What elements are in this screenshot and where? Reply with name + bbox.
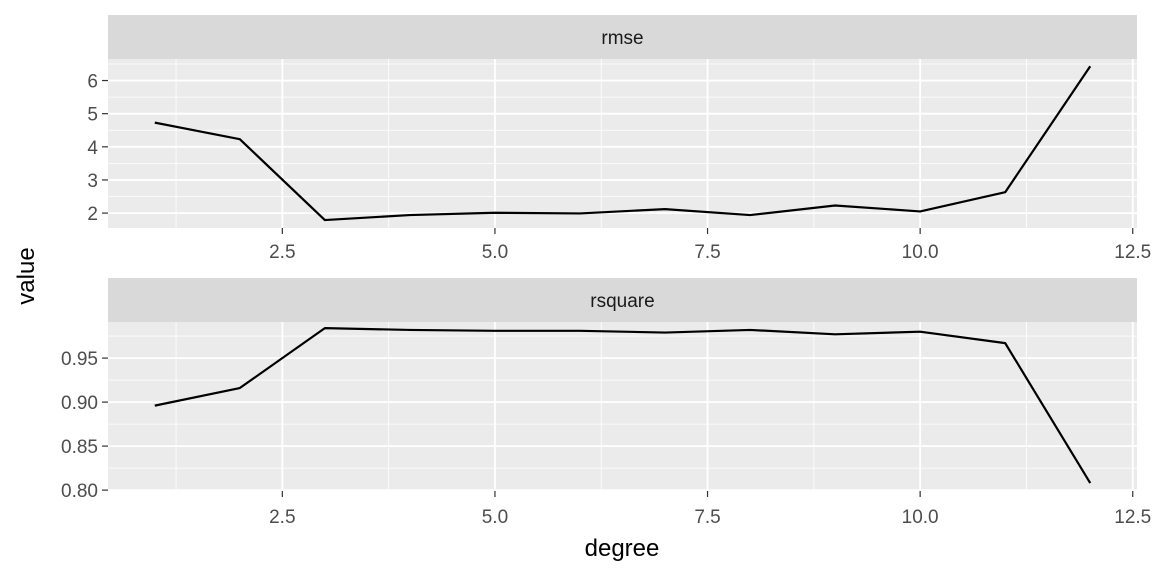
facet-strip-label: rsquare: [590, 291, 654, 312]
y-tick-label: 0.80: [61, 481, 98, 502]
y-axis-title: value: [13, 247, 40, 304]
y-tick-label: 4: [87, 138, 98, 159]
x-tick-label: 2.5: [269, 507, 295, 528]
x-tick-label: 7.5: [694, 507, 720, 528]
x-tick-label: 5.0: [482, 507, 508, 528]
x-tick-label: 2.5: [269, 242, 295, 263]
facet-panel-rsquare: rsquare 0.80 0.85 0.90 0.95 2.5 5.0 7.5 10.0 12.5: [61, 278, 1151, 528]
x-tick-label: 12.5: [1114, 507, 1151, 528]
series-line-rmse: [154, 65, 1092, 222]
x-tick-label: 10.0: [902, 242, 939, 263]
facet-strip: [108, 15, 1137, 59]
x-tick-label: 7.5: [694, 242, 720, 263]
gridlines: [108, 322, 1137, 492]
x-tick-label: 5.0: [482, 242, 508, 263]
x-tick-label: 12.5: [1114, 242, 1151, 263]
chart-panels: rmse 2 3 4 5 6 2.5 5.0 7.5 10.0 12.5 rsquare 0.80 0.8…: [61, 15, 1151, 528]
x-tick-label: 10.0: [902, 507, 939, 528]
facet-strip-label: rmse: [601, 28, 643, 49]
x-axis-title: degree: [585, 535, 660, 562]
facet-panel-rmse: rmse 2 3 4 5 6 2.5 5.0 7.5 10.0 12.5: [87, 15, 1151, 263]
facet-strip: [108, 278, 1137, 322]
y-tick-label: 3: [87, 171, 98, 192]
gridlines: [108, 59, 1137, 228]
panel-background: [108, 322, 1137, 491]
y-tick-label: 0.90: [61, 393, 98, 414]
panel-background: [108, 59, 1137, 228]
y-tick-label: 6: [87, 72, 98, 93]
y-tick-label: 0.85: [61, 437, 98, 458]
y-tick-label: 2: [87, 204, 98, 225]
y-tick-label: 0.95: [61, 349, 98, 370]
series-line-rsquare: [154, 327, 1092, 484]
y-tick-label: 5: [87, 105, 98, 126]
